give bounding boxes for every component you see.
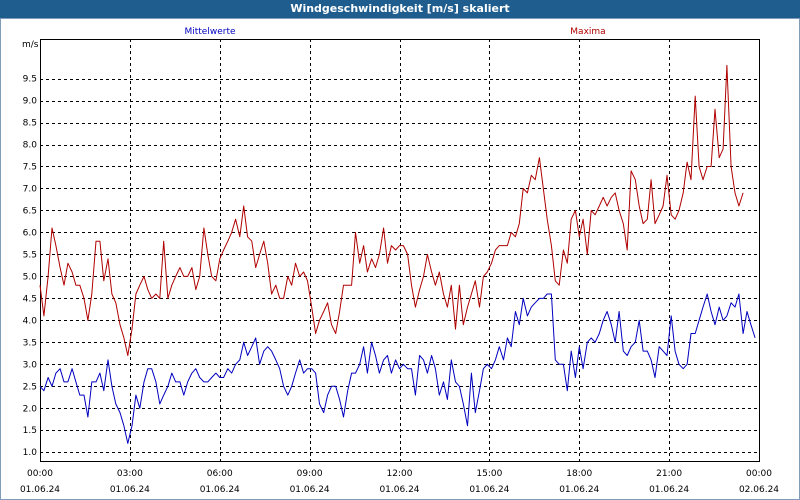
y-tick-label: 5.0	[23, 272, 38, 282]
x-tick-date-label: 01.06.24	[469, 485, 509, 495]
y-axis-ticks: 1.0 1.5 2.0 2.5 3.0 3.5 4.0 4.5 5.0 5.5 6.0 6.5 7.0 7…	[23, 75, 38, 459]
x-tick-date-label: 01.06.24	[649, 485, 689, 495]
y-tick-label: 6.0	[23, 228, 38, 238]
y-tick-label: 7.5	[23, 162, 37, 172]
y-tick-label: 2.5	[23, 382, 37, 392]
y-tick-label: 6.5	[23, 206, 37, 216]
x-tick-time-label: 00:00	[746, 469, 772, 479]
x-tick-time-label: 12:00	[387, 469, 413, 479]
y-tick-label: 1.0	[23, 448, 38, 458]
y-axis-unit-label: m/s	[22, 40, 39, 50]
x-tick-time-label: 18:00	[566, 469, 592, 479]
y-tick-label: 7.0	[23, 184, 38, 194]
x-tick-date-label: 01.06.24	[20, 485, 60, 495]
window-title: Windgeschwindigkeit [m/s] skaliert	[0, 0, 800, 18]
x-tick-time-label: 06:00	[207, 469, 233, 479]
x-tick-time-label: 21:00	[656, 469, 682, 479]
y-tick-label: 4.5	[23, 294, 37, 304]
x-tick-date-label: 01.06.24	[200, 485, 240, 495]
y-tick-label: 3.0	[23, 360, 38, 370]
x-tick-date-label: 01.06.24	[379, 485, 419, 495]
x-tick-time-label: 15:00	[476, 469, 502, 479]
grid-lines	[40, 39, 759, 461]
plot-area-border	[40, 39, 760, 462]
y-tick-label: 2.0	[23, 404, 38, 414]
y-tick-label: 8.5	[23, 119, 37, 129]
x-tick-time-label: 03:00	[117, 469, 143, 479]
y-tick-label: 4.0	[23, 316, 38, 326]
series-lines	[39, 64, 756, 444]
plot-border	[40, 39, 760, 462]
x-tick-time-label: 00:00	[27, 469, 53, 479]
x-axis-ticks: 00:00 01.06.24 03:00 01.06.24 06:00 01.06.24 0…	[20, 469, 779, 495]
series-line-mittelwerte	[39, 293, 756, 444]
x-tick-date-label: 02.06.24	[739, 485, 779, 495]
y-tick-label: 5.5	[23, 250, 37, 260]
series-line-maxima	[39, 64, 744, 356]
x-tick-date-label: 01.06.24	[559, 485, 599, 495]
chart-frame	[0, 18, 800, 500]
y-tick-label: 9.0	[23, 97, 38, 107]
x-tick-date-label: 01.06.24	[290, 485, 330, 495]
y-tick-label: 8.0	[23, 141, 38, 151]
legend-maxima: Maxima	[570, 27, 605, 37]
x-tick-time-label: 09:00	[297, 469, 323, 479]
legend-mittelwerte: Mittelwerte	[184, 27, 235, 37]
y-tick-label: 9.5	[23, 75, 37, 85]
y-tick-label: 3.5	[23, 338, 37, 348]
y-tick-label: 1.5	[23, 426, 37, 436]
x-tick-date-label: 01.06.24	[110, 485, 150, 495]
